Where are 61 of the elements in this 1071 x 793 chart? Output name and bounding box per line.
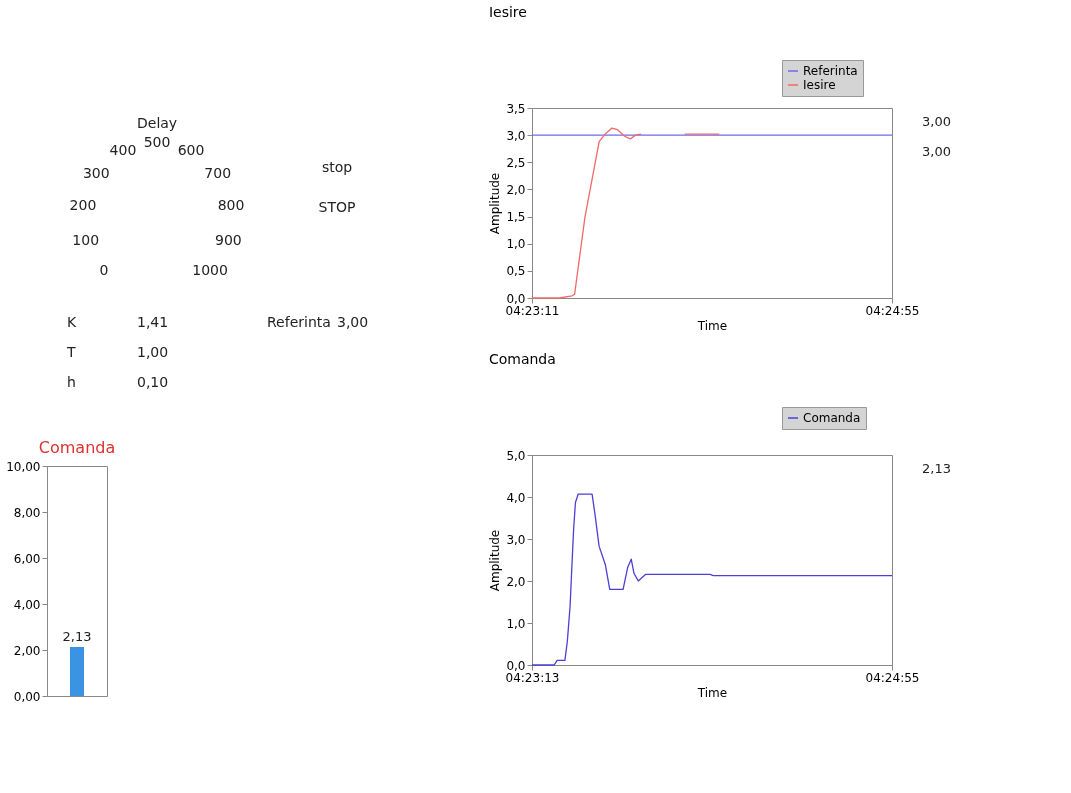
text: 3,00 (337, 314, 369, 330)
text: 0 (99, 262, 109, 279)
text: 600 (177, 142, 205, 159)
data-label: 2,13 (62, 629, 92, 645)
text: Delay (137, 115, 178, 131)
chart-title: Comanda (488, 350, 556, 367)
text: stop (321, 159, 353, 175)
y-tick-label: 0,00 (13, 689, 41, 704)
y-tick-label: 1,0 (506, 237, 526, 252)
y-tick-label: 1,5 (506, 210, 526, 225)
text: 500 (143, 134, 171, 150)
y-tick-label: 0,5 (506, 264, 526, 279)
x-axis-title: Time (696, 685, 728, 700)
text: 3,00 (922, 114, 951, 129)
y-tick-label: 1,0 (506, 616, 526, 631)
y-tick-label: 2,0 (506, 574, 526, 589)
text: 800 (217, 197, 245, 214)
line-series (531, 493, 893, 666)
y-tick-label: 3,0 (506, 128, 526, 143)
y-tick-label: 8,00 (13, 505, 41, 520)
text: STOP (318, 199, 356, 215)
text: T (66, 344, 76, 360)
y-tick-label: 2,0 (506, 182, 526, 197)
text: 200 (69, 197, 97, 214)
text: 1,41 (137, 314, 169, 330)
x-tick-label: 04:23:13 (505, 670, 560, 685)
legend-label: Comanda (803, 411, 861, 425)
x-tick-label: 04:24:55 (865, 670, 920, 685)
legend-label: Referinta (803, 64, 858, 78)
y-tick-label: 3,0 (506, 532, 526, 547)
legend-label: Iesire (803, 78, 836, 92)
text: 300 (82, 164, 110, 181)
y-tick-label: 4,0 (506, 490, 526, 505)
y-tick-label: 0,0 (506, 291, 526, 306)
y-axis-title: Amplitude (488, 172, 503, 235)
chart-title: Comanda (38, 438, 116, 457)
x-tick-label: 04:23:11 (505, 303, 560, 318)
y-tick-label: 2,00 (13, 643, 41, 658)
text: 1000 (192, 262, 228, 279)
text: 700 (204, 164, 232, 181)
text: Referinta (267, 314, 331, 330)
text: 100 (72, 232, 100, 249)
text: 1,00 (137, 344, 169, 360)
x-tick-label: 04:24:55 (865, 303, 920, 318)
text: K (67, 314, 77, 330)
y-tick-label: 10,00 (6, 459, 41, 474)
y-tick-label: 6,00 (13, 551, 41, 566)
y-tick-label: 5,0 (506, 448, 526, 463)
x-axis-title: Time (696, 318, 728, 333)
y-tick-label: 4,00 (13, 597, 41, 612)
text: 0,10 (137, 374, 169, 390)
text: 900 (214, 232, 242, 249)
y-tick-label: 0,0 (506, 658, 526, 673)
y-tick-label: 3,5 (506, 101, 526, 116)
text: 400 (109, 142, 137, 159)
text: h (67, 374, 76, 390)
chart-title: Iesire (488, 3, 527, 20)
text: 2,13 (922, 461, 951, 476)
text: 3,00 (922, 144, 951, 159)
y-tick-label: 2,5 (506, 155, 526, 170)
y-axis-title: Amplitude (488, 529, 503, 592)
